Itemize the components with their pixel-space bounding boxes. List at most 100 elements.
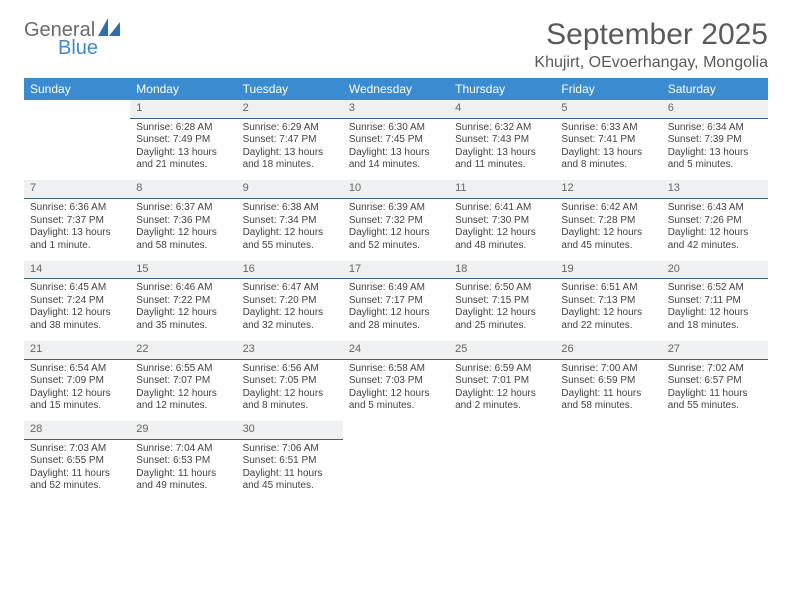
daynum-row: 123456 [24, 100, 768, 118]
day-line: Sunrise: 6:38 AM [243, 202, 337, 215]
day-number: 27 [662, 341, 768, 359]
day-line: Daylight: 12 hours and 38 minutes. [30, 307, 124, 332]
day-line: Daylight: 12 hours and 45 minutes. [561, 227, 655, 252]
day-line: Sunset: 7:26 PM [668, 215, 762, 228]
day-line: Sunset: 7:30 PM [455, 215, 549, 228]
title-block: September 2025 Khujirt, OEvoerhangay, Mo… [534, 18, 768, 72]
day-line: Daylight: 13 hours and 21 minutes. [136, 147, 230, 172]
day-line: Sunrise: 6:52 AM [668, 282, 762, 295]
day-number: 16 [237, 261, 343, 279]
day-line: Sunrise: 6:58 AM [349, 363, 443, 376]
day-line: Sunrise: 6:47 AM [243, 282, 337, 295]
day-line: Daylight: 12 hours and 32 minutes. [243, 307, 337, 332]
day-number: 20 [662, 261, 768, 279]
day-number [449, 421, 555, 439]
day-line: Sunrise: 7:03 AM [30, 443, 124, 456]
day-number: 15 [130, 261, 236, 279]
day-line: Sunset: 7:39 PM [668, 134, 762, 147]
day-cell: Sunrise: 7:03 AMSunset: 6:55 PMDaylight:… [24, 439, 130, 501]
day-line: Daylight: 11 hours and 55 minutes. [668, 388, 762, 413]
weekday-header: Friday [555, 78, 661, 100]
day-line: Sunset: 6:53 PM [136, 455, 230, 468]
day-number [662, 421, 768, 439]
day-line: Sunset: 7:11 PM [668, 295, 762, 308]
day-line: Sunrise: 7:02 AM [668, 363, 762, 376]
header: General Blue September 2025 Khujirt, OEv… [24, 18, 768, 72]
day-cell: Sunrise: 6:47 AMSunset: 7:20 PMDaylight:… [237, 279, 343, 341]
day-line: Sunrise: 7:00 AM [561, 363, 655, 376]
day-line: Daylight: 12 hours and 52 minutes. [349, 227, 443, 252]
day-cell: Sunrise: 6:33 AMSunset: 7:41 PMDaylight:… [555, 118, 661, 180]
day-line: Sunrise: 6:41 AM [455, 202, 549, 215]
day-cell: Sunrise: 6:37 AMSunset: 7:36 PMDaylight:… [130, 199, 236, 261]
brand-word2: Blue [58, 38, 120, 58]
day-line: Sunset: 7:03 PM [349, 375, 443, 388]
day-number: 10 [343, 180, 449, 198]
day-cell: Sunrise: 6:50 AMSunset: 7:15 PMDaylight:… [449, 279, 555, 341]
day-number: 4 [449, 100, 555, 118]
month-title: September 2025 [534, 18, 768, 52]
day-line: Daylight: 12 hours and 2 minutes. [455, 388, 549, 413]
daynum-row: 21222324252627 [24, 341, 768, 359]
day-cell: Sunrise: 6:39 AMSunset: 7:32 PMDaylight:… [343, 199, 449, 261]
weekday-header-row: Sunday Monday Tuesday Wednesday Thursday… [24, 78, 768, 100]
day-line: Sunrise: 6:55 AM [136, 363, 230, 376]
day-number: 30 [237, 421, 343, 439]
day-number: 6 [662, 100, 768, 118]
day-number: 8 [130, 180, 236, 198]
day-cell [449, 439, 555, 501]
day-line: Sunrise: 6:50 AM [455, 282, 549, 295]
day-line: Daylight: 12 hours and 12 minutes. [136, 388, 230, 413]
day-line: Sunrise: 7:04 AM [136, 443, 230, 456]
day-line: Sunset: 7:01 PM [455, 375, 549, 388]
day-line: Daylight: 12 hours and 55 minutes. [243, 227, 337, 252]
day-line: Sunrise: 6:39 AM [349, 202, 443, 215]
day-number: 17 [343, 261, 449, 279]
day-cell: Sunrise: 6:32 AMSunset: 7:43 PMDaylight:… [449, 118, 555, 180]
day-line: Daylight: 13 hours and 8 minutes. [561, 147, 655, 172]
day-line: Sunrise: 6:45 AM [30, 282, 124, 295]
day-cell: Sunrise: 6:51 AMSunset: 7:13 PMDaylight:… [555, 279, 661, 341]
day-line: Sunrise: 6:43 AM [668, 202, 762, 215]
content-row: Sunrise: 6:54 AMSunset: 7:09 PMDaylight:… [24, 359, 768, 421]
day-line: Daylight: 12 hours and 35 minutes. [136, 307, 230, 332]
day-line: Daylight: 13 hours and 1 minute. [30, 227, 124, 252]
day-line: Daylight: 12 hours and 8 minutes. [243, 388, 337, 413]
day-line: Sunset: 7:05 PM [243, 375, 337, 388]
day-cell: Sunrise: 7:04 AMSunset: 6:53 PMDaylight:… [130, 439, 236, 501]
day-line: Daylight: 12 hours and 58 minutes. [136, 227, 230, 252]
brand-logo: General Blue [24, 18, 120, 58]
brand-text: General Blue [24, 18, 120, 58]
location: Khujirt, OEvoerhangay, Mongolia [534, 54, 768, 72]
day-cell: Sunrise: 6:59 AMSunset: 7:01 PMDaylight:… [449, 359, 555, 421]
day-line: Sunrise: 6:56 AM [243, 363, 337, 376]
day-line: Sunset: 7:07 PM [136, 375, 230, 388]
daynum-row: 78910111213 [24, 180, 768, 198]
day-line: Sunset: 7:37 PM [30, 215, 124, 228]
day-number: 2 [237, 100, 343, 118]
day-line: Daylight: 11 hours and 58 minutes. [561, 388, 655, 413]
day-line: Daylight: 11 hours and 45 minutes. [243, 468, 337, 493]
day-line: Sunset: 7:22 PM [136, 295, 230, 308]
day-cell: Sunrise: 7:06 AMSunset: 6:51 PMDaylight:… [237, 439, 343, 501]
day-cell: Sunrise: 6:29 AMSunset: 7:47 PMDaylight:… [237, 118, 343, 180]
day-number: 3 [343, 100, 449, 118]
day-cell [662, 439, 768, 501]
day-line: Daylight: 13 hours and 5 minutes. [668, 147, 762, 172]
day-line: Sunset: 6:59 PM [561, 375, 655, 388]
day-cell: Sunrise: 7:00 AMSunset: 6:59 PMDaylight:… [555, 359, 661, 421]
day-line: Daylight: 12 hours and 22 minutes. [561, 307, 655, 332]
content-row: Sunrise: 6:28 AMSunset: 7:49 PMDaylight:… [24, 118, 768, 180]
day-line: Sunset: 7:15 PM [455, 295, 549, 308]
day-number: 14 [24, 261, 130, 279]
calendar-table: Sunday Monday Tuesday Wednesday Thursday… [24, 78, 768, 501]
day-line: Sunrise: 6:51 AM [561, 282, 655, 295]
day-line: Sunset: 7:13 PM [561, 295, 655, 308]
day-line: Daylight: 12 hours and 18 minutes. [668, 307, 762, 332]
day-number: 13 [662, 180, 768, 198]
day-line: Sunset: 7:20 PM [243, 295, 337, 308]
day-cell: Sunrise: 6:46 AMSunset: 7:22 PMDaylight:… [130, 279, 236, 341]
day-line: Sunset: 7:49 PM [136, 134, 230, 147]
day-line: Sunrise: 6:37 AM [136, 202, 230, 215]
day-number: 21 [24, 341, 130, 359]
